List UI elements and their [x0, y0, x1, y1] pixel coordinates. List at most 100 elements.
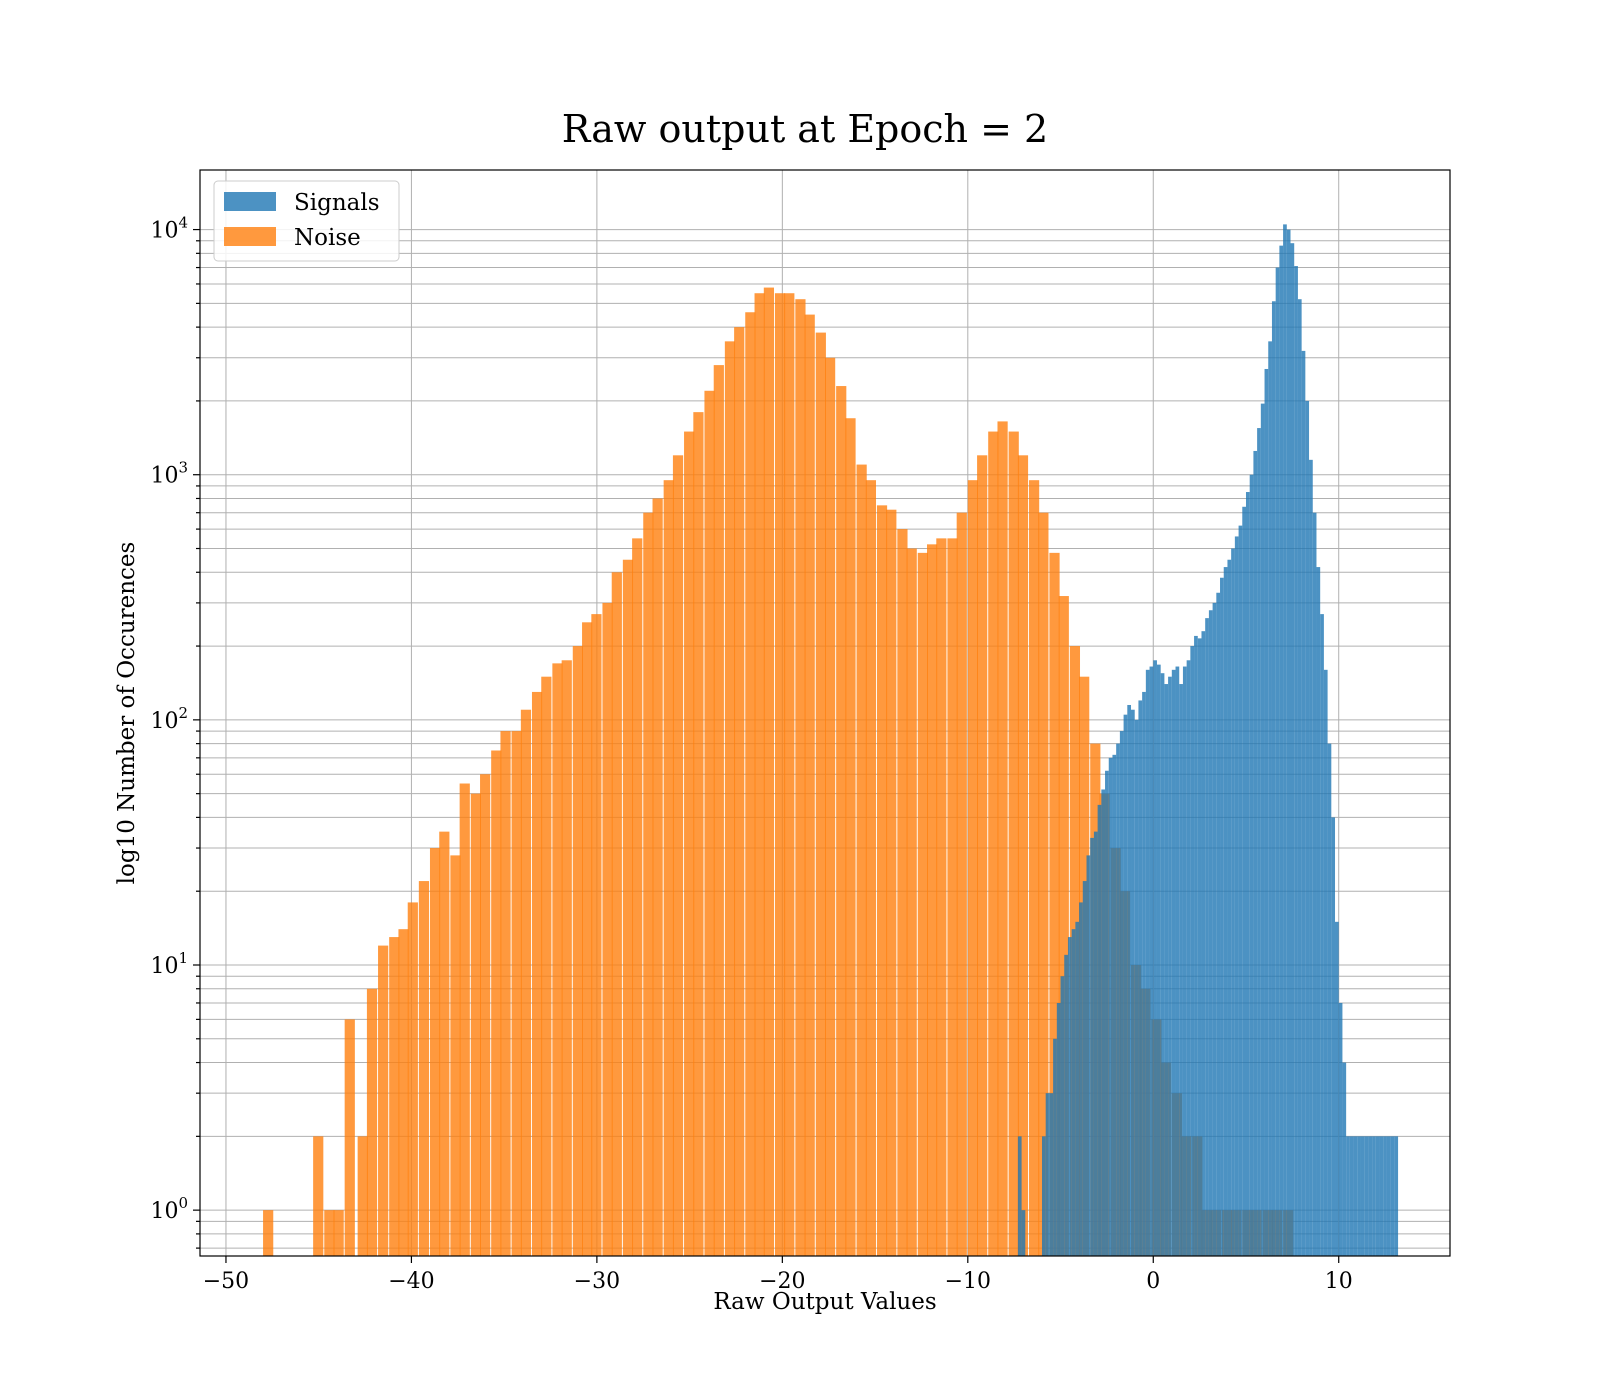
noise-bar	[704, 390, 715, 1256]
signals-bar	[1171, 669, 1176, 1256]
signals-bar	[1082, 881, 1087, 1256]
signals-bar	[1127, 704, 1132, 1256]
noise-bar	[825, 357, 836, 1256]
noise-bar	[713, 365, 724, 1257]
noise-bar	[520, 709, 532, 1256]
signals-bar	[1260, 403, 1265, 1256]
signals-bar	[1168, 676, 1172, 1256]
signals-bar	[1223, 567, 1228, 1256]
noise-bar	[876, 505, 888, 1257]
signals-bar	[1186, 660, 1191, 1256]
noise-bar	[988, 431, 999, 1256]
noise-bar	[552, 663, 563, 1256]
legend-label-noise: Noise	[294, 225, 361, 251]
noise-bar	[956, 512, 967, 1256]
noise-bar	[1017, 455, 1029, 1256]
noise-bar	[313, 1136, 324, 1256]
y-tick-label: 103	[150, 459, 188, 489]
signals-bar	[1327, 743, 1332, 1256]
signals-bar	[1305, 400, 1310, 1256]
noise-bar	[1058, 596, 1069, 1256]
y-tick-label: 100	[150, 1194, 188, 1224]
signals-bar	[1101, 789, 1106, 1256]
noise-bar	[418, 881, 430, 1256]
signals-bar	[1212, 602, 1217, 1256]
signals-bar	[1153, 660, 1157, 1256]
signals-bar	[1175, 666, 1180, 1256]
noise-bar	[1049, 552, 1060, 1256]
noise-bar	[936, 538, 947, 1256]
signals-bar	[1253, 450, 1258, 1257]
y-axis-ticks: 100 101 102 103 104	[150, 214, 200, 1249]
signals-bar	[1297, 299, 1302, 1256]
noise-bar	[684, 431, 695, 1256]
signals-bar	[1386, 1136, 1391, 1256]
noise-bar	[643, 512, 654, 1256]
noise-bar	[344, 1019, 355, 1256]
signals-bar	[1271, 301, 1276, 1256]
signals-bar	[1149, 666, 1154, 1256]
signals-bar	[1021, 1210, 1026, 1256]
signals-bar	[1364, 1136, 1369, 1256]
signals-bar	[1242, 506, 1246, 1256]
signals-bar	[1116, 743, 1120, 1256]
signals-bar	[1294, 266, 1298, 1256]
signals-bar	[1279, 245, 1284, 1256]
noise-bar	[763, 287, 774, 1256]
noise-bar	[652, 498, 663, 1257]
signals-bar	[1145, 669, 1150, 1256]
signals-bar	[1283, 224, 1287, 1256]
noise-bar	[947, 538, 958, 1256]
noise-bar	[865, 480, 876, 1256]
noise-bar	[795, 299, 806, 1256]
signals-bar	[1238, 525, 1243, 1256]
noise-bar	[897, 529, 908, 1256]
x-tick-label: −40	[388, 1269, 434, 1294]
signals-bars	[1017, 224, 1399, 1257]
noise-bar	[663, 480, 674, 1256]
noise-bar	[491, 750, 502, 1256]
signals-bar	[1268, 341, 1272, 1257]
noise-bar	[450, 855, 461, 1256]
signals-bar	[1286, 229, 1291, 1257]
noise-bar	[836, 386, 847, 1256]
noise-bar	[407, 902, 418, 1256]
signals-bar	[1108, 757, 1113, 1256]
noise-bar	[815, 332, 826, 1257]
signals-bar	[1323, 669, 1328, 1256]
signals-bar	[1064, 954, 1068, 1256]
signals-bar	[1208, 610, 1213, 1256]
noise-bar	[845, 418, 856, 1257]
signals-bar	[1119, 731, 1124, 1256]
signals-bar	[1353, 1136, 1358, 1256]
signals-bar	[1216, 592, 1221, 1256]
signals-bar	[1156, 664, 1161, 1256]
signals-bar	[1335, 921, 1339, 1256]
noise-bar	[754, 293, 765, 1257]
legend-swatch-noise	[224, 227, 276, 246]
noise-bar	[622, 559, 634, 1256]
noise-bar	[804, 314, 815, 1257]
signals-bar	[1105, 770, 1109, 1256]
x-tick-label: −30	[574, 1269, 620, 1294]
signals-bar	[1197, 638, 1202, 1256]
signals-bar	[1112, 754, 1117, 1256]
noise-bar	[1029, 480, 1040, 1256]
signals-bar	[1312, 512, 1317, 1256]
plot-frame	[199, 169, 1451, 1257]
noise-bar	[389, 937, 400, 1256]
noise-bar	[906, 548, 917, 1256]
signals-bar	[1245, 492, 1250, 1256]
chart-title: Raw output at Epoch = 2	[562, 107, 1048, 151]
signals-bar	[1394, 1136, 1399, 1256]
noise-bar	[333, 1210, 344, 1256]
signals-bar	[1138, 700, 1143, 1256]
noise-bar	[693, 412, 704, 1256]
signals-bar	[1249, 474, 1254, 1257]
noise-bar	[511, 731, 522, 1256]
noise-bar	[429, 848, 441, 1256]
signals-bar	[1375, 1136, 1380, 1256]
signals-bar	[1264, 368, 1269, 1257]
noise-bar	[541, 676, 552, 1256]
